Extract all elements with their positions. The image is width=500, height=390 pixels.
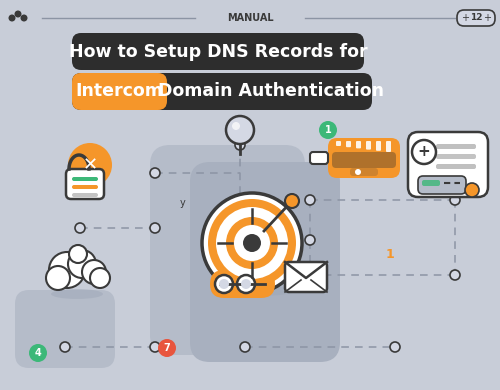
FancyBboxPatch shape [376, 141, 381, 151]
Circle shape [20, 14, 28, 21]
Circle shape [60, 342, 70, 352]
Text: MANUAL: MANUAL [226, 13, 274, 23]
Circle shape [243, 234, 261, 252]
FancyBboxPatch shape [310, 152, 328, 164]
FancyBboxPatch shape [336, 141, 341, 146]
Text: 1: 1 [324, 125, 332, 135]
FancyBboxPatch shape [386, 141, 391, 152]
FancyBboxPatch shape [366, 141, 371, 150]
FancyBboxPatch shape [356, 141, 361, 149]
FancyBboxPatch shape [422, 180, 440, 186]
FancyBboxPatch shape [72, 177, 98, 181]
Circle shape [241, 279, 251, 289]
Circle shape [46, 266, 70, 290]
Text: 12: 12 [470, 14, 482, 23]
Circle shape [450, 270, 460, 280]
Circle shape [305, 270, 315, 280]
Circle shape [240, 342, 250, 352]
Circle shape [75, 168, 85, 178]
Circle shape [49, 252, 85, 288]
Circle shape [235, 140, 245, 150]
Text: Intercom: Intercom [75, 82, 163, 100]
Circle shape [90, 268, 110, 288]
Circle shape [219, 279, 229, 289]
FancyBboxPatch shape [346, 141, 351, 147]
Text: +: + [418, 145, 430, 160]
Text: 7: 7 [164, 343, 170, 353]
Circle shape [226, 116, 254, 144]
Circle shape [450, 195, 460, 205]
Circle shape [390, 342, 400, 352]
Text: y: y [180, 198, 186, 208]
FancyBboxPatch shape [190, 162, 340, 362]
Circle shape [235, 195, 245, 205]
Circle shape [150, 168, 160, 178]
FancyBboxPatch shape [350, 168, 378, 176]
Circle shape [68, 143, 112, 187]
Ellipse shape [220, 286, 294, 296]
Circle shape [319, 121, 337, 139]
Circle shape [14, 11, 21, 18]
FancyBboxPatch shape [150, 145, 305, 355]
FancyBboxPatch shape [436, 144, 476, 149]
Circle shape [355, 169, 361, 175]
Circle shape [216, 207, 288, 279]
FancyBboxPatch shape [328, 138, 400, 178]
FancyBboxPatch shape [408, 132, 488, 197]
FancyBboxPatch shape [436, 154, 476, 159]
Text: Domain Authentication: Domain Authentication [152, 82, 384, 100]
Circle shape [158, 339, 176, 357]
FancyBboxPatch shape [15, 290, 115, 368]
Circle shape [412, 140, 436, 164]
FancyBboxPatch shape [72, 73, 372, 110]
Circle shape [29, 344, 47, 362]
FancyBboxPatch shape [72, 33, 364, 70]
Circle shape [465, 183, 479, 197]
Circle shape [305, 235, 315, 245]
Circle shape [8, 14, 16, 21]
FancyBboxPatch shape [72, 185, 98, 189]
Text: ✕: ✕ [82, 156, 98, 174]
FancyBboxPatch shape [210, 270, 275, 298]
FancyBboxPatch shape [285, 262, 327, 292]
FancyBboxPatch shape [72, 73, 167, 110]
Circle shape [150, 342, 160, 352]
FancyBboxPatch shape [418, 176, 466, 194]
FancyBboxPatch shape [457, 10, 495, 26]
Ellipse shape [51, 289, 103, 299]
Text: 4: 4 [34, 348, 42, 358]
FancyBboxPatch shape [72, 193, 98, 197]
Circle shape [75, 223, 85, 233]
Circle shape [202, 193, 302, 293]
Circle shape [305, 195, 315, 205]
Circle shape [232, 122, 240, 130]
Circle shape [68, 250, 96, 278]
FancyBboxPatch shape [332, 152, 396, 168]
Circle shape [234, 225, 270, 261]
Circle shape [82, 260, 106, 284]
Circle shape [237, 275, 255, 293]
Text: How to Setup DNS Records for: How to Setup DNS Records for [68, 43, 368, 61]
FancyBboxPatch shape [436, 164, 476, 169]
Circle shape [226, 217, 278, 269]
Text: +: + [483, 13, 491, 23]
Circle shape [285, 194, 299, 208]
Circle shape [208, 199, 296, 287]
FancyBboxPatch shape [66, 169, 104, 199]
Circle shape [69, 245, 87, 263]
Text: 1: 1 [386, 248, 394, 262]
Text: +: + [461, 13, 469, 23]
Circle shape [71, 249, 85, 263]
Circle shape [150, 223, 160, 233]
Circle shape [215, 275, 233, 293]
